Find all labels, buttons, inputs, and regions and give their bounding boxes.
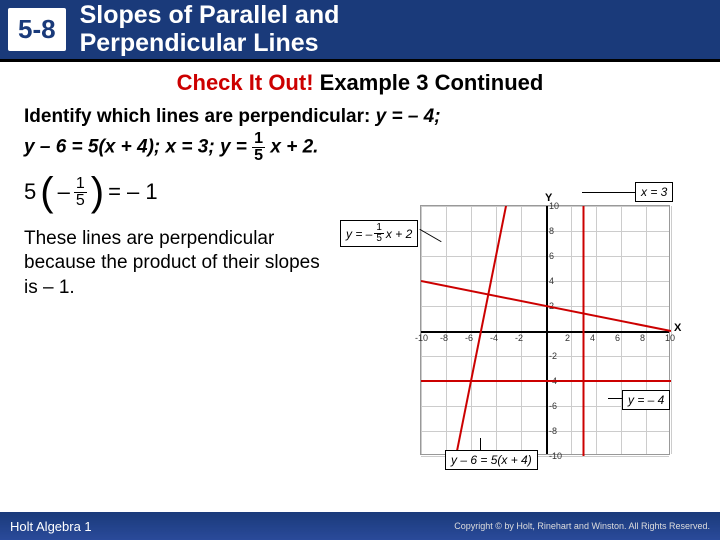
callout-arrow (480, 438, 481, 450)
graph-area: -10-8-6-4-2246810-10-8-6-4-2246810 Y X x… (380, 190, 690, 480)
footer-left: Holt Algebra 1 (10, 519, 92, 534)
fraction: 15 (252, 131, 265, 164)
callout-arrow (582, 192, 635, 193)
callout-yfifth: y = – 15 x + 2 (340, 220, 418, 247)
lesson-title: Slopes of Parallel and Perpendicular Lin… (80, 2, 340, 57)
x-axis-label: X (674, 322, 681, 334)
callout-yneg4: y = – 4 (622, 390, 670, 410)
coordinate-plane: -10-8-6-4-2246810-10-8-6-4-2246810 (420, 205, 670, 455)
y-axis-label: Y (545, 192, 552, 204)
problem-prompt: Identify which lines are perpendicular: … (24, 104, 696, 164)
header-bar: 5-8 Slopes of Parallel and Perpendicular… (0, 0, 720, 62)
footer-bar: Holt Algebra 1 Copyright © by Holt, Rine… (0, 512, 720, 540)
callout-yline: y – 6 = 5(x + 4) (445, 450, 538, 470)
lesson-badge: 5-8 (8, 8, 66, 51)
fraction: 15 (74, 176, 87, 209)
footer-copyright: Copyright © by Holt, Rinehart and Winsto… (454, 521, 710, 531)
callout-x3: x = 3 (635, 182, 673, 202)
callout-arrow (608, 398, 623, 399)
graph-lines (421, 206, 671, 456)
explanation-text: These lines are perpendicular because th… (24, 227, 324, 301)
sub-heading: Check It Out! Example 3 Continued (0, 70, 720, 96)
